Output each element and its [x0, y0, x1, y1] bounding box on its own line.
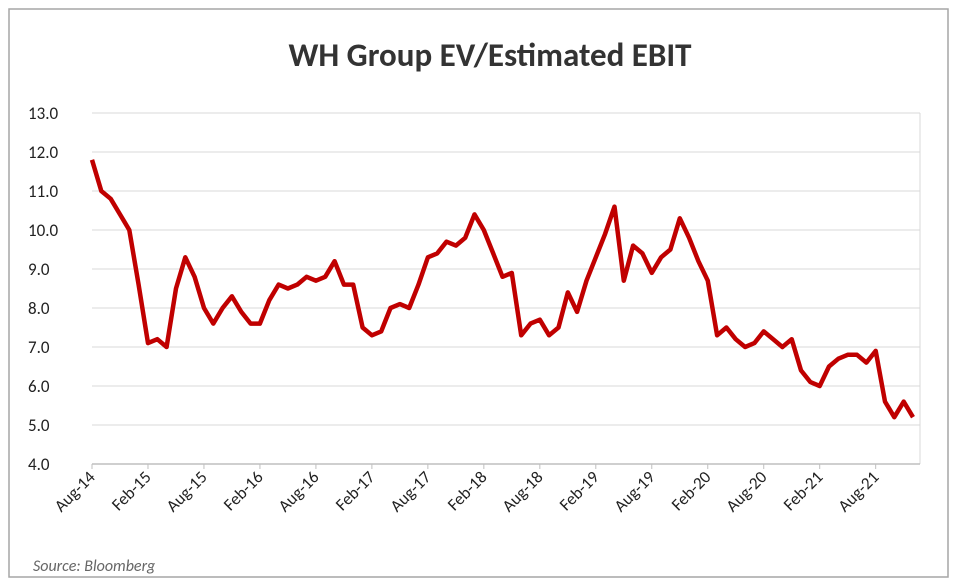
y-tick-label: 10.0 — [28, 220, 59, 241]
y-tick-label: 9.0 — [28, 259, 50, 280]
y-tick-label: 13.0 — [28, 103, 59, 124]
y-tick-label: 12.0 — [28, 142, 59, 163]
data-line — [89, 159, 915, 420]
y-tick-label: 8.0 — [28, 298, 50, 319]
y-tick-label: 6.0 — [28, 376, 50, 397]
y-tick-label: 11.0 — [28, 181, 59, 202]
y-tick-label: 5.0 — [28, 415, 50, 436]
chart-title: WH Group EV/Estimated EBIT — [289, 35, 693, 75]
chart-frame — [8, 8, 949, 578]
y-tick-label: 4.0 — [28, 454, 50, 475]
source-note: Source: Bloomberg — [33, 557, 156, 576]
y-tick-label: 7.0 — [28, 337, 50, 358]
